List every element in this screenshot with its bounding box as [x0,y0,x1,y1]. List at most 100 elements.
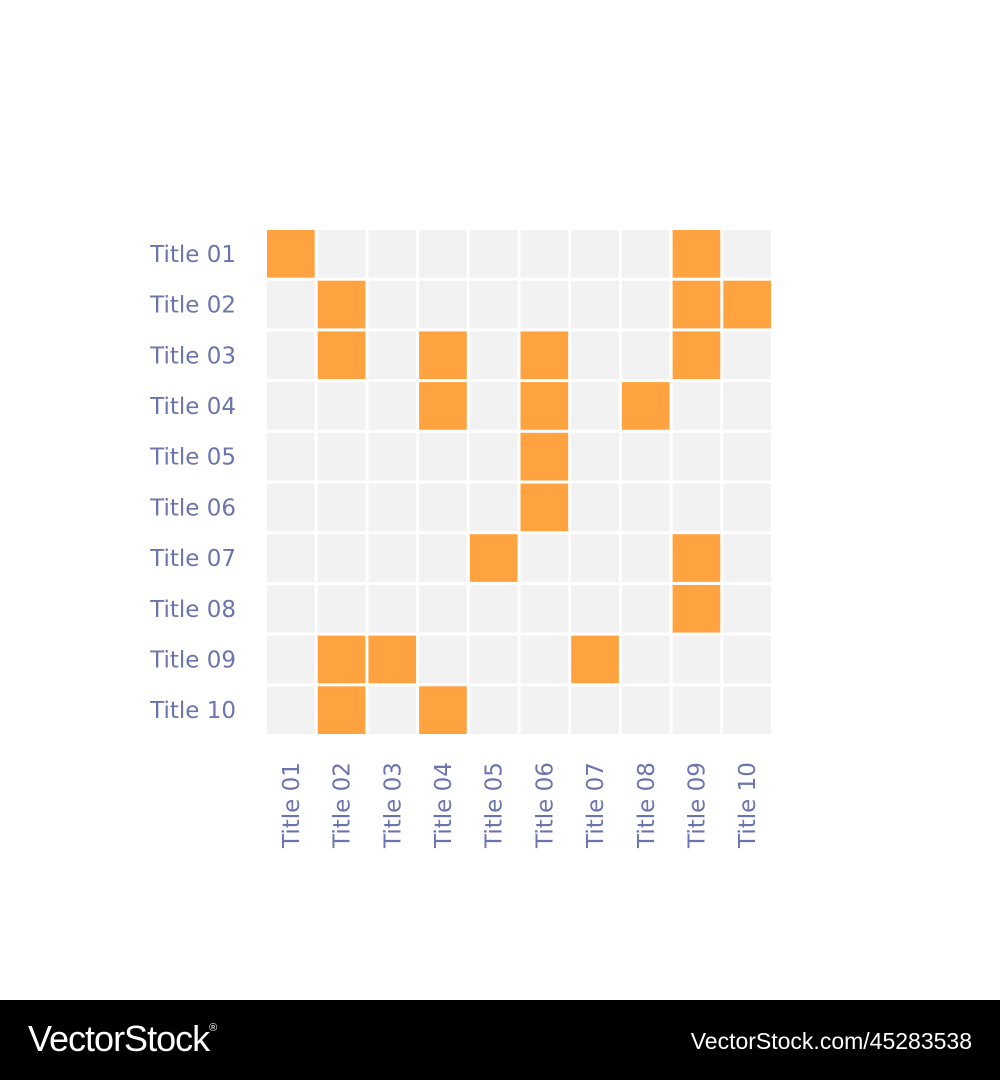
heatmap-cell-r5-c3 [368,432,417,481]
heatmap-cell-r8-c4 [419,584,467,633]
heatmap-cell-r10-c5 [469,686,518,734]
heatmap-cell-r2-c10 [723,280,771,329]
heatmap-cell-r3-c7 [571,331,619,380]
heatmap-cell-r7-c6 [520,534,569,582]
heatmap-cell-r6-c6 [520,483,569,532]
heatmap-cell-r7-c3 [368,534,417,582]
column-label-6: Title 06 [532,762,558,849]
heatmap-cell-r10-c9 [672,686,721,734]
column-label-3: Title 03 [380,762,406,849]
image-url: VectorStock.com/45283538 [690,1028,972,1054]
heatmap-cell-r1-c7 [571,230,619,278]
heatmap-cell-r8-c5 [469,584,518,633]
row-label-8: Title 08 [149,597,236,623]
heatmap-cell-r5-c10 [723,432,771,481]
column-label-10: Title 10 [735,762,761,849]
column-label-4: Title 04 [431,762,457,849]
heatmap-cell-r9-c1 [267,635,315,684]
heatmap-cell-r3-c6 [520,331,569,380]
heatmap-cell-r7-c2 [317,534,366,582]
heatmap-cell-r2-c9 [672,280,721,329]
heatmap-cell-r8-c6 [520,584,569,633]
heatmap-cell-r1-c1 [267,230,315,278]
heatmap-cell-r9-c3 [368,635,417,684]
heatmap-cell-r10-c10 [723,686,771,734]
brand-name: VectorStock [28,1018,210,1059]
heatmap-cell-r6-c3 [368,483,417,532]
heatmap-cell-r4-c6 [520,382,569,430]
heatmap-cell-r9-c4 [419,635,467,684]
heatmap-cell-r4-c8 [621,382,670,430]
heatmap-cell-r7-c8 [621,534,670,582]
heatmap-cell-r8-c9 [672,584,721,633]
heatmap-cell-r1-c5 [469,230,518,278]
heatmap-cell-r7-c5 [469,534,518,582]
heatmap-cell-r10-c8 [621,686,670,734]
heatmap-cell-r3-c10 [723,331,771,380]
heatmap-cell-r9-c2 [317,635,366,684]
heatmap-cell-r7-c10 [723,534,771,582]
column-label-2: Title 02 [330,762,356,849]
column-label-8: Title 08 [634,762,660,849]
heatmap-cell-r8-c1 [267,584,315,633]
heatmap-cell-r4-c10 [723,382,771,430]
heatmap-cell-r6-c9 [672,483,721,532]
heatmap-cell-r1-c2 [317,230,366,278]
row-label-7: Title 07 [149,546,236,572]
heatmap-cell-r5-c1 [267,432,315,481]
column-label-5: Title 05 [482,762,508,849]
heatmap-cell-r8-c2 [317,584,366,633]
heatmap-cell-r5-c7 [571,432,619,481]
heatmap-cell-r5-c4 [419,432,467,481]
heatmap-cell-r5-c9 [672,432,721,481]
row-label-1: Title 01 [149,242,236,268]
heatmap-cell-r4-c9 [672,382,721,430]
heatmap-cell-r4-c7 [571,382,619,430]
heatmap-cell-r5-c5 [469,432,518,481]
heatmap-cell-r3-c5 [469,331,518,380]
row-label-5: Title 05 [149,445,236,471]
heatmap-cell-r6-c1 [267,483,315,532]
heatmap-cell-r1-c9 [672,230,721,278]
heatmap-cell-r1-c8 [621,230,670,278]
heatmap-cell-r9-c10 [723,635,771,684]
heatmap-cell-r9-c8 [621,635,670,684]
heatmap-cell-r2-c7 [571,280,619,329]
heatmap-cell-r10-c7 [571,686,619,734]
heatmap-cell-r7-c7 [571,534,619,582]
heatmap-cell-r8-c10 [723,584,771,633]
heatmap-cell-r5-c2 [317,432,366,481]
column-label-9: Title 09 [685,762,711,849]
heatmap-cell-r3-c3 [368,331,417,380]
heatmap-cell-r6-c5 [469,483,518,532]
vectorstock-logo: VectorStock® [28,1018,217,1060]
row-label-2: Title 02 [149,293,236,319]
heatmap-cell-r10-c1 [267,686,315,734]
heatmap-chart: Title 01 Title 02 Title 03 Title 04 Title 05… [149,230,771,849]
heatmap-cell-r4-c5 [469,382,518,430]
heatmap-cell-r7-c4 [419,534,467,582]
column-label-7: Title 07 [583,762,609,849]
heatmap-cell-r8-c3 [368,584,417,633]
row-label-9: Title 09 [149,648,236,674]
heatmap-cell-r7-c1 [267,534,315,582]
heatmap-cell-r2-c8 [621,280,670,329]
row-labels: Title 01 Title 02 Title 03 Title 04 Title 05… [149,242,236,724]
heatmap-cell-r5-c8 [621,432,670,481]
heatmap-cell-r2-c5 [469,280,518,329]
heatmap-cell-r2-c3 [368,280,417,329]
row-label-3: Title 03 [149,343,236,369]
heatmap-cell-r8-c7 [571,584,619,633]
heatmap-cell-r9-c9 [672,635,721,684]
heatmap-cell-r4-c1 [267,382,315,430]
heatmap-cell-r10-c6 [520,686,569,734]
heatmap-cell-r6-c7 [571,483,619,532]
heatmap-cell-r5-c6 [520,432,569,481]
column-labels: Title 01 Title 02 Title 03 Title 04 Title 05… [279,762,761,849]
heatmap-cell-r2-c1 [267,280,315,329]
heatmap-cell-r9-c6 [520,635,569,684]
heatmap-cell-r3-c4 [419,331,467,380]
heatmap-cell-r3-c2 [317,331,366,380]
heatmap-cell-r10-c3 [368,686,417,734]
heatmap-cell-r10-c2 [317,686,366,734]
